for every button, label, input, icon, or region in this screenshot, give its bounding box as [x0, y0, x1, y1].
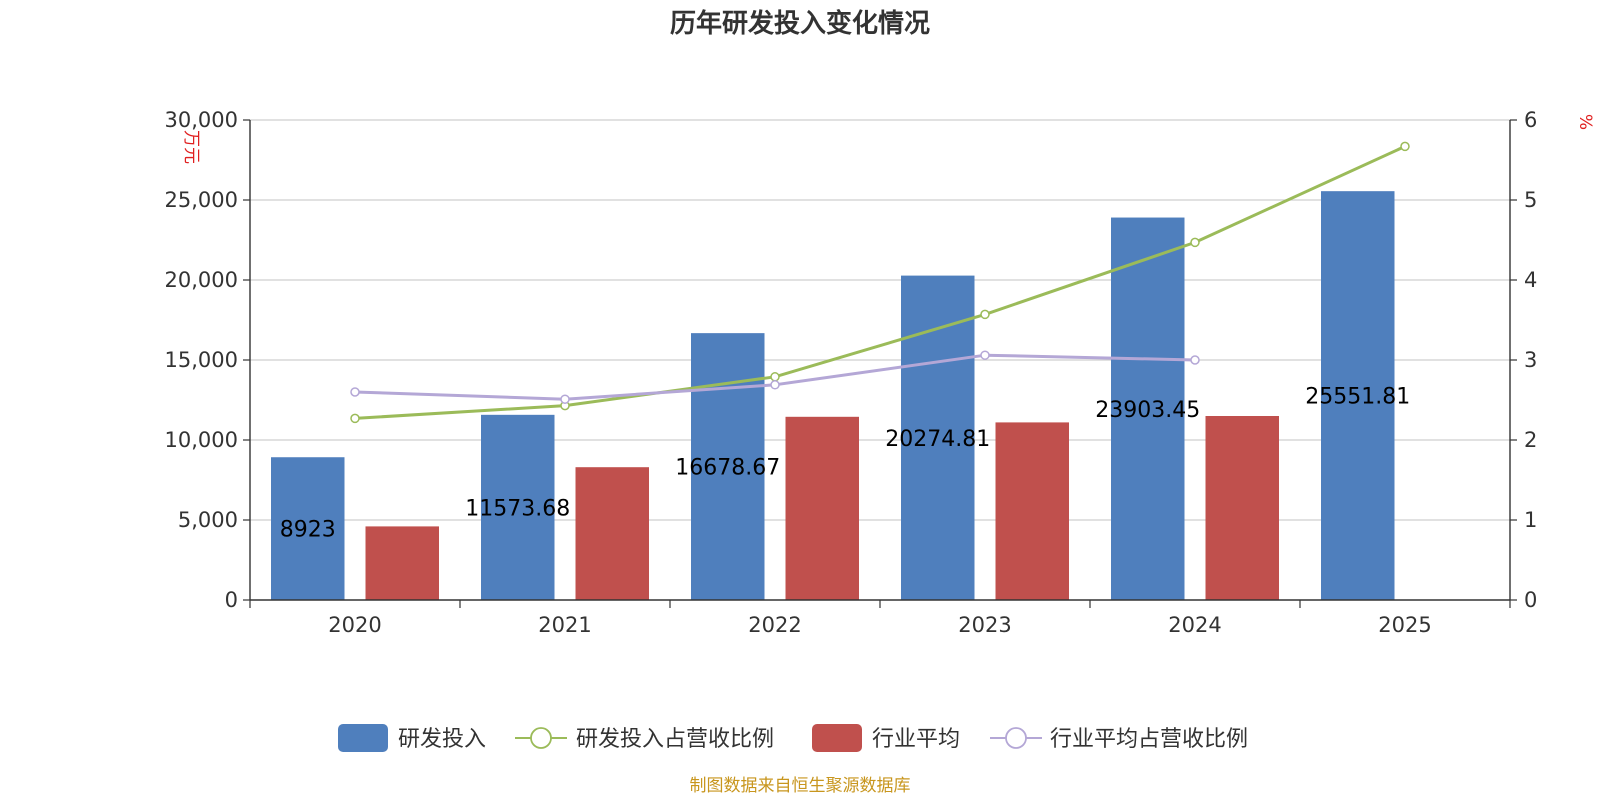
data-label: 23903.45: [1095, 398, 1200, 423]
line-point: [350, 413, 360, 424]
series-line: [354, 145, 1406, 420]
bars: [271, 191, 1395, 601]
legend-swatch-marker: [1005, 727, 1027, 749]
left-axis-tick-label: 5,000: [178, 508, 238, 532]
left-axis-tick-label: 20,000: [165, 268, 238, 292]
left-axis-tick-label: 15,000: [165, 348, 238, 372]
right-axis-unit: %: [1575, 114, 1595, 130]
left-axis-tick-label: 0: [225, 588, 238, 612]
bar: [691, 333, 765, 600]
x-axis-tick-label: 2024: [1168, 613, 1221, 637]
grid-lines: [250, 119, 1510, 521]
legend-label: 研发投入: [398, 727, 486, 752]
x-axis-tick-label: 2020: [328, 613, 381, 637]
right-axis-tick-label: 0: [1524, 588, 1537, 612]
data-label: 11573.68: [465, 496, 570, 521]
line-point: [980, 350, 990, 360]
data-label: 8923: [280, 518, 336, 543]
right-axis-tick-label: 4: [1524, 268, 1537, 292]
legend-swatch-marker: [530, 727, 552, 749]
data-label: 20274.81: [885, 427, 990, 452]
line-point: [770, 372, 780, 382]
left-axis-tick-label: 10,000: [165, 428, 238, 452]
bar: [365, 526, 439, 600]
data-label: 25551.81: [1305, 385, 1410, 410]
line-point: [770, 380, 780, 390]
legend-label: 行业平均: [872, 727, 960, 752]
right-axis-tick-label: 3: [1524, 348, 1537, 372]
line-point: [350, 387, 360, 397]
data-label: 16678.67: [675, 456, 780, 481]
legend-label: 行业平均占营收比例: [1050, 727, 1248, 752]
x-axis-tick-label: 2025: [1378, 613, 1431, 637]
left-axis-tick-label: 30,000: [165, 108, 238, 132]
legend-swatch: [812, 724, 862, 752]
data-labels: 8923 11573.68 16678.67 20274.81 23903.45 2555…: [280, 385, 1410, 543]
chart-title: 历年研发投入变化情况: [670, 8, 930, 39]
left-axis-unit: 万元: [181, 130, 201, 164]
legend: 研发投入 研发投入占营收比例 行业平均 行业平均占营收比例: [338, 724, 1248, 752]
x-axis-tick-label: 2021: [538, 613, 591, 637]
right-axis-tick-label: 2: [1524, 428, 1537, 452]
x-axis-tick-label: 2023: [958, 613, 1011, 637]
bar: [1321, 191, 1395, 601]
bar: [481, 414, 555, 600]
axes: 05,00010,00015,00020,00025,00030,0000123…: [165, 108, 1538, 637]
bar: [1205, 416, 1279, 600]
source-note: 制图数据来自恒生聚源数据库: [690, 776, 911, 796]
bar: [995, 422, 1069, 600]
line-point: [980, 309, 990, 320]
left-axis-tick-label: 25,000: [165, 188, 238, 212]
legend-label: 研发投入占营收比例: [576, 727, 774, 752]
lines: [350, 141, 1410, 424]
right-axis-tick-label: 6: [1524, 108, 1537, 132]
line-point: [1190, 355, 1200, 365]
right-axis-tick-label: 1: [1524, 508, 1537, 532]
bar: [1111, 217, 1185, 600]
line-point: [1190, 237, 1200, 248]
line-point: [560, 394, 570, 404]
legend-swatch: [338, 724, 388, 752]
x-axis-tick-label: 2022: [748, 613, 801, 637]
bar: [575, 467, 649, 600]
bar: [271, 457, 345, 600]
line-point: [1400, 141, 1410, 152]
right-axis-tick-label: 5: [1524, 188, 1537, 212]
bar: [785, 416, 859, 600]
